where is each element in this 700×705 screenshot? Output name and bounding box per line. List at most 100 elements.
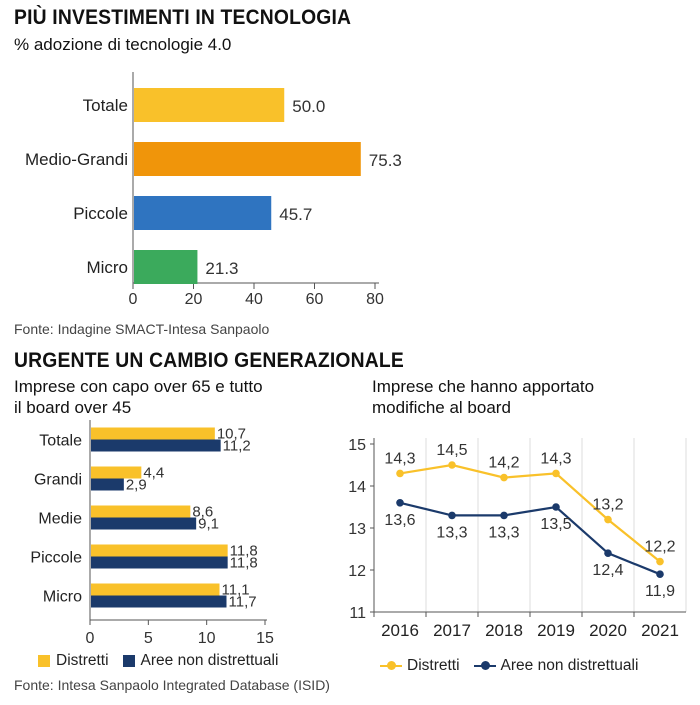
category-label: Totale: [39, 433, 82, 450]
series-point: [604, 515, 612, 524]
category-label: Micro: [43, 589, 82, 606]
category-label: Micro: [86, 258, 128, 277]
bar-value-label: 11,8: [230, 543, 258, 560]
category-label: Totale: [83, 96, 128, 115]
left-subtitle-line2: il board over 45: [14, 398, 132, 417]
category-label: Piccole: [73, 204, 128, 223]
y-tick-label: 12: [348, 563, 366, 580]
legend-line-distretti: [380, 661, 402, 670]
y-tick-label: 14: [348, 479, 366, 496]
section2-title: URGENTE UN CAMBIO GENERAZIONALE: [14, 349, 404, 372]
bar-value-label: 9,1: [198, 516, 219, 533]
x-tick-label: 10: [198, 630, 216, 647]
point-label: 13,2: [592, 497, 623, 514]
bar-value-label: 45.7: [279, 205, 312, 224]
bar-value-label: 11,2: [223, 438, 251, 455]
x-tick-label: 2019: [537, 621, 575, 640]
bar: [91, 556, 228, 569]
bar: [134, 88, 285, 122]
x-tick-label: 0: [129, 291, 138, 308]
y-tick-label: 11: [349, 605, 366, 622]
category-label: Piccole: [30, 550, 82, 567]
series-point: [656, 570, 664, 578]
left-subtitle-line1: Imprese con capo over 65 e tutto: [14, 377, 263, 396]
point-label: 11,9: [645, 583, 675, 600]
point-label: 14,2: [488, 455, 519, 472]
legend-label-aree-line: Aree non distrettuali: [500, 657, 639, 674]
series-line: [399, 463, 661, 563]
y-tick-label: 15: [348, 437, 366, 454]
x-tick-label: 5: [144, 630, 153, 647]
section2-source: Fonte: Intesa Sanpaolo Integrated Databa…: [14, 677, 330, 693]
section1-source: Fonte: Indagine SMACT-Intesa Sanpaolo: [14, 321, 270, 337]
right-legend: Distretti Aree non distrettuali: [380, 657, 638, 675]
bar-value-label: 10,7: [217, 426, 246, 443]
legend-line-aree: [473, 661, 496, 670]
point-label: 13,5: [540, 516, 571, 533]
x-tick-label: 2020: [589, 621, 627, 640]
bar-value-label: 75.3: [369, 151, 402, 170]
right-subtitle-line1: Imprese che hanno apportato: [372, 377, 595, 396]
series-point: [396, 469, 404, 478]
bar: [91, 517, 197, 530]
x-tick-label: 2018: [485, 621, 523, 640]
bar: [91, 583, 220, 596]
series-point: [552, 503, 560, 511]
legend-label-distretti: Distretti: [56, 652, 109, 669]
bar: [91, 595, 227, 608]
legend-swatch-aree: [122, 655, 135, 667]
bar-value-label: 11,7: [229, 594, 257, 611]
category-label: Medie: [38, 511, 82, 528]
legend-label-aree: Aree non distrettuali: [140, 652, 279, 669]
series-point: [656, 557, 664, 566]
bar-value-label: 4,4: [143, 465, 164, 482]
point-label: 13,6: [384, 512, 415, 529]
bar-value-label: 11,8: [230, 555, 258, 572]
bar: [91, 505, 191, 518]
series-point: [500, 511, 508, 520]
bar: [134, 142, 361, 176]
bar: [134, 196, 272, 230]
point-label: 12,4: [592, 562, 623, 579]
bar: [91, 439, 221, 452]
series-point: [552, 469, 560, 478]
x-tick-label: 2016: [381, 621, 419, 640]
series-point: [448, 511, 456, 520]
point-label: 13,3: [488, 524, 519, 541]
legend-swatch-distretti: [38, 655, 50, 667]
x-tick-label: 80: [366, 291, 384, 308]
left-legend: Distretti Aree non distrettuali: [38, 652, 278, 670]
x-tick-label: 40: [245, 291, 263, 308]
section1-title: PIÙ INVESTIMENTI IN TECNOLOGIA: [14, 6, 352, 29]
x-tick-label: 2017: [433, 621, 471, 640]
x-tick-label: 2021: [641, 621, 679, 640]
y-tick-label: 13: [348, 521, 366, 538]
series-point: [500, 473, 508, 482]
series-point: [396, 499, 404, 507]
bar-value-label: 8,6: [192, 504, 213, 521]
x-tick-label: 60: [306, 291, 324, 308]
adoption-bar-chart: 0 20 40 60 80 Totale 50.0 Medio-Grandi 75.3 Picco…: [25, 72, 402, 308]
category-label: Grandi: [34, 472, 82, 489]
bar: [91, 478, 124, 491]
x-tick-label: 0: [86, 630, 95, 647]
bar-value-label: 50.0: [292, 97, 325, 116]
section1-subtitle: % adozione di tecnologie 4.0: [14, 35, 232, 54]
right-subtitle-line2: modifiche al board: [372, 398, 511, 417]
point-label: 14,3: [384, 450, 415, 467]
bar-value-label: 2,9: [126, 477, 147, 494]
series-line: [399, 501, 661, 576]
series-point: [448, 461, 456, 469]
series-point: [604, 549, 612, 557]
bar: [91, 466, 142, 479]
point-label: 12,2: [644, 539, 675, 556]
bar: [91, 427, 215, 440]
bar: [91, 544, 228, 557]
point-label: 14,3: [540, 450, 571, 467]
point-label: 13,3: [436, 524, 467, 541]
point-label: 14,5: [436, 442, 467, 459]
bar-value-label: 21.3: [205, 259, 238, 278]
bar-value-label: 11,1: [222, 582, 250, 599]
